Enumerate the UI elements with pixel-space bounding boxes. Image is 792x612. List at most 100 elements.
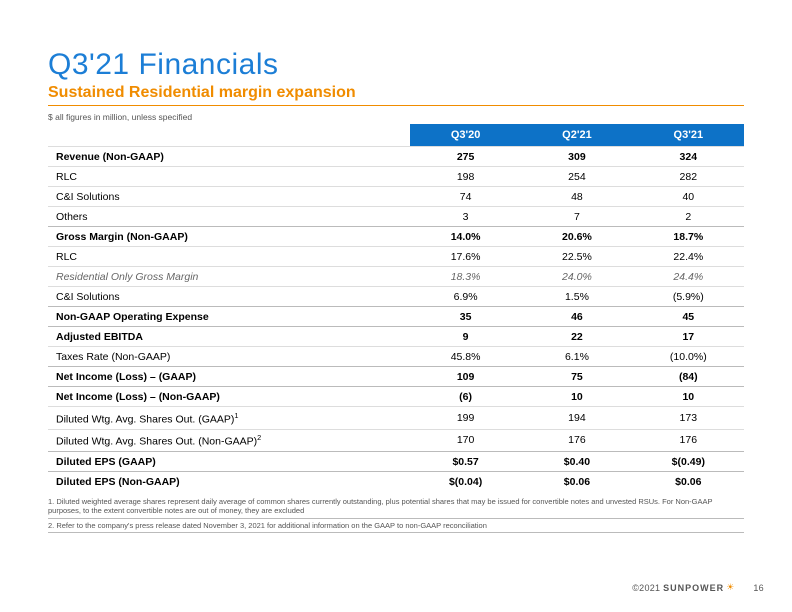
cell-value: (10.0%) [633, 347, 744, 367]
sun-icon: ☀ [726, 582, 734, 593]
cell-value: 22 [521, 327, 632, 347]
cell-value: $(0.04) [410, 472, 521, 492]
table-row: Diluted EPS (Non-GAAP)$(0.04)$0.06$0.06 [48, 472, 744, 492]
table-row: Revenue (Non-GAAP)275309324 [48, 147, 744, 167]
footnotes: 1. Diluted weighted average shares repre… [48, 495, 744, 533]
table-row: Taxes Rate (Non-GAAP)45.8%6.1%(10.0%) [48, 347, 744, 367]
table-row: C&I Solutions6.9%1.5%(5.9%) [48, 287, 744, 307]
cell-value: 9 [410, 327, 521, 347]
cell-value: 14.0% [410, 227, 521, 247]
cell-value: 198 [410, 167, 521, 187]
table-header: Q3'20 Q2'21 Q3'21 [48, 124, 744, 147]
row-label: Net Income (Loss) – (Non-GAAP) [48, 387, 410, 407]
cell-value: 24.0% [521, 267, 632, 287]
cell-value: (84) [633, 367, 744, 387]
table-row: Diluted EPS (GAAP)$0.57$0.40$(0.49) [48, 452, 744, 472]
col-q320: Q3'20 [410, 124, 521, 147]
cell-value: 46 [521, 307, 632, 327]
table-row: Net Income (Loss) – (GAAP)10975(84) [48, 367, 744, 387]
table-row: Diluted Wtg. Avg. Shares Out. (GAAP)1199… [48, 407, 744, 430]
col-q321: Q3'21 [633, 124, 744, 147]
row-label: Diluted EPS (GAAP) [48, 452, 410, 472]
brand: SUNPOWER [663, 583, 724, 593]
cell-value: 2 [633, 207, 744, 227]
row-label: Diluted Wtg. Avg. Shares Out. (Non-GAAP)… [48, 429, 410, 452]
row-label: Non-GAAP Operating Expense [48, 307, 410, 327]
table-row: Gross Margin (Non-GAAP)14.0%20.6%18.7% [48, 227, 744, 247]
footnote-2: 2. Refer to the company's press release … [48, 519, 744, 533]
financials-table: Q3'20 Q2'21 Q3'21 Revenue (Non-GAAP)2753… [48, 124, 744, 491]
slide: Q3'21 Financials Sustained Residential m… [0, 0, 792, 612]
col-metric [48, 124, 410, 147]
cell-value: 275 [410, 147, 521, 167]
cell-value: 173 [633, 407, 744, 430]
row-label: C&I Solutions [48, 287, 410, 307]
page-number: 16 [753, 583, 764, 593]
footnote-1: 1. Diluted weighted average shares repre… [48, 495, 744, 519]
cell-value: 10 [521, 387, 632, 407]
cell-value: 17 [633, 327, 744, 347]
table-row: Others372 [48, 207, 744, 227]
row-label: Diluted Wtg. Avg. Shares Out. (GAAP)1 [48, 407, 410, 430]
footer: ©2021 SUNPOWER☀ 16 [632, 583, 764, 594]
row-label: Diluted EPS (Non-GAAP) [48, 472, 410, 492]
cell-value: (5.9%) [633, 287, 744, 307]
cell-value: 199 [410, 407, 521, 430]
cell-value: $0.40 [521, 452, 632, 472]
cell-value: 109 [410, 367, 521, 387]
copyright: ©2021 [632, 583, 660, 593]
table-row: RLC17.6%22.5%22.4% [48, 247, 744, 267]
page-title: Q3'21 Financials [48, 48, 744, 82]
table-row: RLC198254282 [48, 167, 744, 187]
cell-value: $(0.49) [633, 452, 744, 472]
table-row: Net Income (Loss) – (Non-GAAP)(6)1010 [48, 387, 744, 407]
cell-value: 48 [521, 187, 632, 207]
row-label: Others [48, 207, 410, 227]
row-label: Net Income (Loss) – (GAAP) [48, 367, 410, 387]
row-label: RLC [48, 247, 410, 267]
cell-value: 18.3% [410, 267, 521, 287]
cell-value: 35 [410, 307, 521, 327]
cell-value: 74 [410, 187, 521, 207]
cell-value: $0.06 [633, 472, 744, 492]
table-row: Diluted Wtg. Avg. Shares Out. (Non-GAAP)… [48, 429, 744, 452]
cell-value: 20.6% [521, 227, 632, 247]
table-row: Non-GAAP Operating Expense354645 [48, 307, 744, 327]
cell-value: 45 [633, 307, 744, 327]
table-body: Revenue (Non-GAAP)275309324RLC198254282C… [48, 147, 744, 492]
row-label: C&I Solutions [48, 187, 410, 207]
cell-value: 17.6% [410, 247, 521, 267]
cell-value: (6) [410, 387, 521, 407]
cell-value: 7 [521, 207, 632, 227]
cell-value: $0.06 [521, 472, 632, 492]
col-q221: Q2'21 [521, 124, 632, 147]
row-label: Gross Margin (Non-GAAP) [48, 227, 410, 247]
row-label: RLC [48, 167, 410, 187]
cell-value: 176 [633, 429, 744, 452]
cell-value: 324 [633, 147, 744, 167]
table-row: Adjusted EBITDA92217 [48, 327, 744, 347]
row-label: Revenue (Non-GAAP) [48, 147, 410, 167]
table-caption: $ all figures in million, unless specifi… [48, 112, 744, 122]
cell-value: 40 [633, 187, 744, 207]
cell-value: 18.7% [633, 227, 744, 247]
cell-value: 22.5% [521, 247, 632, 267]
table-row: Residential Only Gross Margin18.3%24.0%2… [48, 267, 744, 287]
cell-value: 24.4% [633, 267, 744, 287]
cell-value: 170 [410, 429, 521, 452]
cell-value: 194 [521, 407, 632, 430]
row-label: Residential Only Gross Margin [48, 267, 410, 287]
cell-value: 309 [521, 147, 632, 167]
page-subtitle: Sustained Residential margin expansion [48, 84, 744, 106]
cell-value: 10 [633, 387, 744, 407]
cell-value: 45.8% [410, 347, 521, 367]
cell-value: 3 [410, 207, 521, 227]
cell-value: $0.57 [410, 452, 521, 472]
cell-value: 176 [521, 429, 632, 452]
cell-value: 6.9% [410, 287, 521, 307]
cell-value: 1.5% [521, 287, 632, 307]
row-label: Taxes Rate (Non-GAAP) [48, 347, 410, 367]
cell-value: 6.1% [521, 347, 632, 367]
cell-value: 22.4% [633, 247, 744, 267]
table-row: C&I Solutions744840 [48, 187, 744, 207]
